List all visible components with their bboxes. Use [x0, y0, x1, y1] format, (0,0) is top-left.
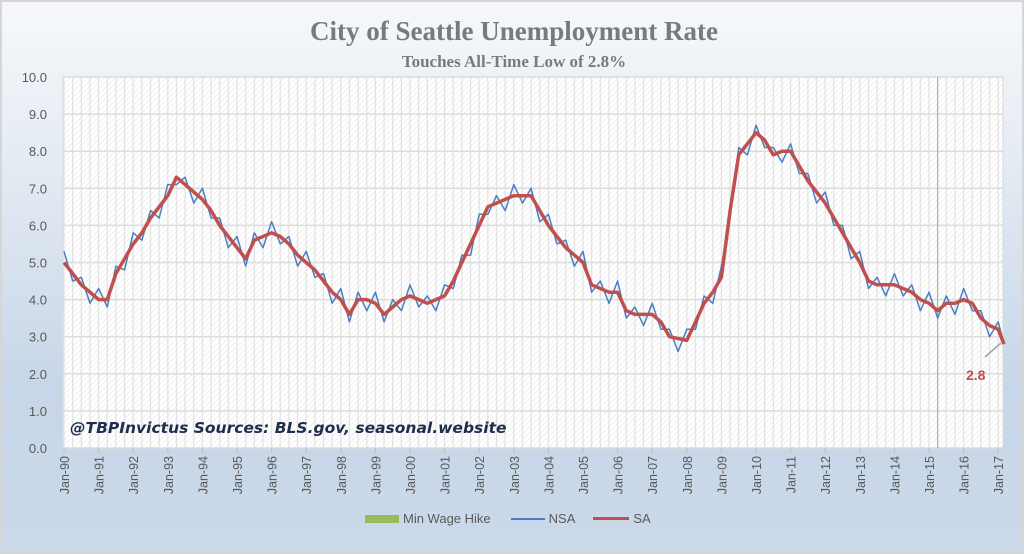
legend-swatch-min-wage	[365, 514, 399, 523]
x-tick-label: Jan-03	[508, 456, 522, 494]
x-tick-label: Jan-13	[854, 456, 868, 494]
x-tick-label: Jan-02	[473, 456, 487, 494]
chart-subtitle: Touches All-Time Low of 2.8%	[401, 52, 627, 71]
x-tick-label: Jan-97	[300, 456, 314, 494]
x-tick-label: Jan-07	[646, 456, 660, 494]
x-tick-label: Jan-05	[577, 456, 591, 494]
x-tick-label: Jan-12	[819, 456, 833, 494]
x-tick-label: Jan-09	[715, 456, 729, 494]
x-tick-label: Jan-99	[369, 456, 383, 494]
last-value-leader-line	[984, 342, 1002, 358]
x-tick-label: Jan-10	[750, 456, 764, 494]
gridlines	[63, 76, 1003, 449]
x-tick-label: Jan-08	[681, 456, 695, 494]
x-axis: Jan-90 Jan-91 Jan-92 Jan-93 Jan-94 Jan-95 Jan-…	[58, 448, 1006, 494]
x-tick-label: Jan-06	[612, 456, 626, 494]
last-value-label: 2.8	[966, 367, 986, 383]
y-tick-label: 5.0	[29, 256, 47, 271]
x-tick-label: Jan-94	[196, 456, 210, 494]
y-tick-label: 10.0	[22, 70, 47, 85]
y-tick-label: 7.0	[29, 181, 47, 196]
series-lines	[62, 77, 1006, 448]
x-tick-label: Jan-01	[439, 456, 453, 494]
x-tick-label: Jan-91	[93, 456, 107, 494]
y-axis: 0.0 1.0 2.0 3.0 4.0 5.0 6.0 7.0 8.0 9.0 10.0	[22, 70, 47, 456]
legend-label-nsa: NSA	[548, 511, 576, 526]
x-tick-label: Jan-15	[923, 456, 937, 494]
x-tick-label: Jan-98	[335, 456, 349, 494]
y-tick-label: 6.0	[29, 218, 47, 233]
legend-swatch-nsa	[510, 517, 545, 520]
y-tick-label: 8.0	[29, 144, 47, 159]
x-tick-label: Jan-00	[404, 456, 418, 494]
legend-label-min-wage: Min Wage Hike	[403, 511, 491, 526]
x-tick-label: Jan-92	[127, 456, 141, 494]
y-tick-label: 9.0	[29, 107, 47, 122]
y-tick-label: 4.0	[29, 293, 47, 308]
sa-series-line	[62, 130, 1006, 345]
x-tick-label: Jan-17	[992, 456, 1006, 494]
legend: Min Wage Hike NSA SA	[365, 511, 651, 526]
x-tick-label: Jan-16	[958, 456, 972, 494]
x-tick-label: Jan-95	[231, 456, 245, 494]
x-tick-label: Jan-14	[888, 456, 902, 494]
y-tick-label: 0.0	[29, 441, 47, 456]
y-tick-label: 3.0	[29, 330, 47, 345]
x-tick-label: Jan-90	[58, 456, 72, 494]
legend-swatch-sa	[593, 517, 630, 520]
x-tick-label: Jan-96	[266, 456, 280, 494]
x-tick-label: Jan-93	[162, 456, 176, 494]
source-annotation: @TBPInvictus Sources: BLS.gov, seasonal.…	[70, 419, 507, 437]
x-tick-label: Jan-11	[785, 456, 799, 493]
x-tick-label: Jan-04	[542, 456, 556, 494]
y-tick-label: 2.0	[29, 367, 47, 382]
legend-label-sa: SA	[633, 511, 651, 526]
y-tick-label: 1.0	[29, 404, 47, 419]
chart-title: City of Seattle Unemployment Rate	[310, 16, 718, 46]
